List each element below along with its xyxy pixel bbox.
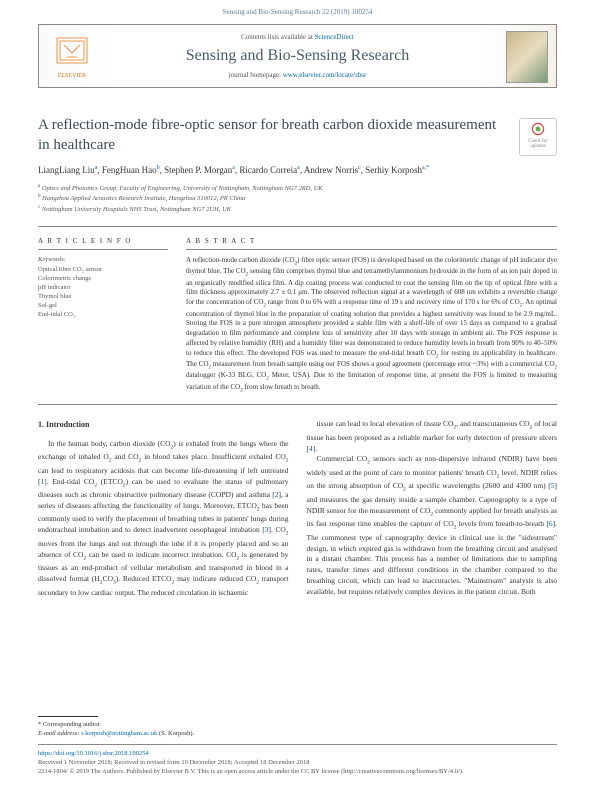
keywords-label: Keywords: bbox=[38, 256, 168, 263]
body-columns: 1. Introduction In the human body, carbo… bbox=[38, 419, 557, 598]
footnote-divider bbox=[38, 716, 98, 717]
sciencedirect-link[interactable]: ScienceDirect bbox=[315, 33, 354, 41]
doi-link[interactable]: https://doi.org/10.1016/j.sbsr.2018.1002… bbox=[38, 750, 149, 757]
column-right: tissue can lead to local elevation of ti… bbox=[307, 419, 558, 598]
article-info-heading: A R T I C L E I N F O bbox=[38, 237, 168, 250]
footer: * Corresponding author. E-mail address: … bbox=[38, 716, 557, 776]
journal-header-box: ELSEVIER Contents lists available at Sci… bbox=[38, 24, 557, 88]
article-info-block: A R T I C L E I N F O Keywords: Optical … bbox=[38, 227, 168, 395]
authors-line: LiangLiang Liua, FengHuan Haob, Stephen … bbox=[38, 165, 557, 175]
abstract-text: A reflection-mode carbon dioxide (CO2) f… bbox=[186, 256, 557, 395]
elsevier-logo: ELSEVIER bbox=[47, 33, 97, 81]
affiliations: a Optics and Photonics Group, Faculty of… bbox=[38, 183, 557, 214]
contents-line: Contents lists available at ScienceDirec… bbox=[109, 33, 486, 41]
email-link[interactable]: s.korposh@nottingham.ac.uk bbox=[81, 730, 157, 737]
divider bbox=[38, 404, 557, 405]
homepage-link[interactable]: www.elsevier.com/locate/sbsr bbox=[283, 71, 367, 79]
running-header: Sensing and Bio-Sensing Research 22 (201… bbox=[0, 0, 595, 20]
body-paragraph: Commercial CO2 sensors such as non-dispe… bbox=[307, 454, 558, 597]
journal-name: Sensing and Bio-Sensing Research bbox=[109, 47, 486, 65]
check-updates-badge[interactable]: Check for updates bbox=[519, 118, 557, 156]
body-paragraph: In the human body, carbon dioxide (CO2) … bbox=[38, 439, 289, 599]
abstract-heading: A B S T R A C T bbox=[186, 237, 557, 250]
keywords-list: Optical fibre CO₂ sensorColorimetric cha… bbox=[38, 265, 168, 320]
body-paragraph: tissue can lead to local elevation of ti… bbox=[307, 419, 558, 598]
footer-meta: https://doi.org/10.1016/j.sbsr.2018.1002… bbox=[38, 744, 557, 776]
homepage-line: journal homepage: www.elsevier.com/locat… bbox=[109, 71, 486, 79]
abstract-block: A B S T R A C T A reflection-mode carbon… bbox=[186, 227, 557, 395]
journal-cover-thumb bbox=[506, 31, 548, 83]
section-heading: 1. Introduction bbox=[38, 419, 289, 431]
column-left: 1. Introduction In the human body, carbo… bbox=[38, 419, 289, 598]
corresponding-author: * Corresponding author. E-mail address: … bbox=[38, 720, 557, 738]
article-title: A reflection-mode fibre-optic sensor for… bbox=[38, 116, 557, 155]
